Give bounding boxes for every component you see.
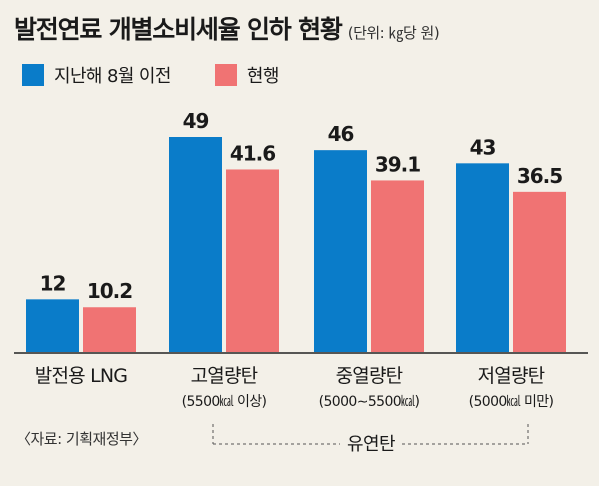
legend-item-current: 현행	[214, 62, 280, 88]
category-label-0: 발전용 LNG	[35, 365, 127, 387]
legend-label-current: 현행	[246, 66, 280, 87]
category-label-2: 중열량탄	[336, 365, 403, 387]
category-label-3: 저열량탄	[478, 365, 545, 387]
source-note: 〈자료: 기획재정부〉	[16, 430, 147, 448]
legend-item-before: 지난해 8월 이전	[22, 62, 171, 88]
bar-current-1	[226, 169, 279, 352]
data-label-before-0: 12	[40, 271, 66, 295]
legend-swatch-before	[22, 64, 44, 86]
data-label-current-2: 39.1	[375, 152, 420, 176]
bar-before-3	[456, 163, 509, 352]
chart-header: 발전연료 개별소비세율 인하 현황 (단위: ㎏당 원)	[14, 10, 440, 50]
legend-swatch-current	[214, 64, 237, 86]
bar-before-0	[26, 299, 79, 352]
data-label-before-1: 49	[183, 109, 209, 133]
category-sublabel-1: (5500㎉ 이상)	[182, 394, 267, 410]
category-label-1: 고열량탄	[191, 365, 258, 387]
bar-current-2	[371, 180, 424, 352]
data-label-current-0: 10.2	[87, 279, 132, 303]
category-sublabel-2: (5000∼5500㎉)	[319, 394, 420, 410]
data-label-current-3: 36.5	[517, 164, 562, 188]
data-label-before-3: 43	[470, 135, 496, 159]
bar-before-1	[169, 137, 222, 352]
bar-current-0	[83, 307, 136, 352]
bar-current-3	[513, 191, 566, 352]
data-label-current-1: 41.6	[230, 141, 275, 165]
group-label: 유연탄	[347, 434, 395, 455]
chart-title: 발전연료 개별소비세율 인하 현황	[14, 15, 343, 44]
bar-before-2	[314, 150, 367, 352]
unit-label: (단위: ㎏당 원)	[347, 24, 440, 42]
data-label-before-2: 46	[328, 122, 354, 146]
category-sublabel-3: (5000㎉ 미만)	[469, 394, 554, 410]
legend: 지난해 8월 이전 현행	[22, 62, 323, 88]
legend-label-before: 지난해 8월 이전	[54, 66, 171, 87]
